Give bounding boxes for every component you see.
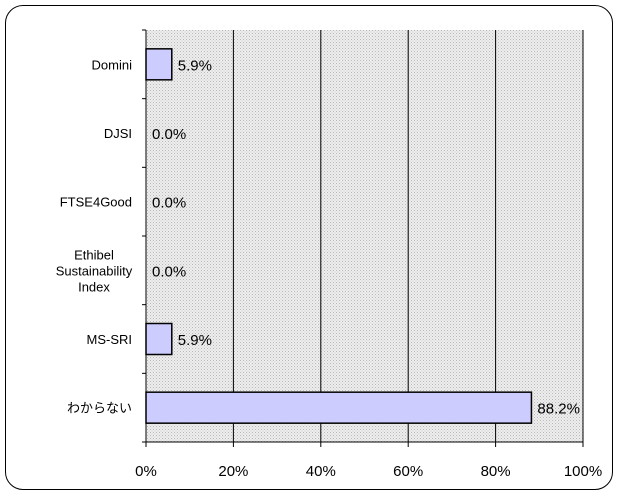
- category-label: Domini: [92, 57, 133, 72]
- category-label: DJSI: [104, 126, 132, 141]
- axes: [142, 29, 584, 447]
- plot-area: [146, 30, 583, 442]
- value-label: 0.0%: [152, 263, 186, 280]
- gridlines: [232, 30, 584, 442]
- value-label: 0.0%: [152, 195, 186, 212]
- value-label: 5.9%: [178, 57, 212, 74]
- x-tick-label: 100%: [564, 463, 602, 480]
- value-label: 0.0%: [152, 126, 186, 143]
- category-label: Ethibel Sustainability Index: [56, 247, 133, 294]
- labels: 0% 20% 40% 60% 80% 100% 5.9% Domini 0.0% DJSI 0.0%…: [56, 57, 602, 480]
- bars: [145, 48, 533, 424]
- value-label: 88.2%: [537, 401, 580, 418]
- category-label: わからない: [67, 401, 132, 416]
- category-label: MS-SRI: [87, 332, 133, 347]
- x-tick-label: 0%: [135, 463, 157, 480]
- x-tick-label: 60%: [393, 463, 423, 480]
- bar: [145, 322, 173, 356]
- bar: [145, 391, 533, 424]
- x-tick-label: 20%: [218, 463, 248, 480]
- category-label: FTSE4Good: [60, 195, 132, 210]
- bar: [145, 48, 173, 81]
- x-tick-label: 80%: [481, 463, 511, 480]
- x-tick-label: 40%: [306, 463, 336, 480]
- value-label: 5.9%: [178, 332, 212, 349]
